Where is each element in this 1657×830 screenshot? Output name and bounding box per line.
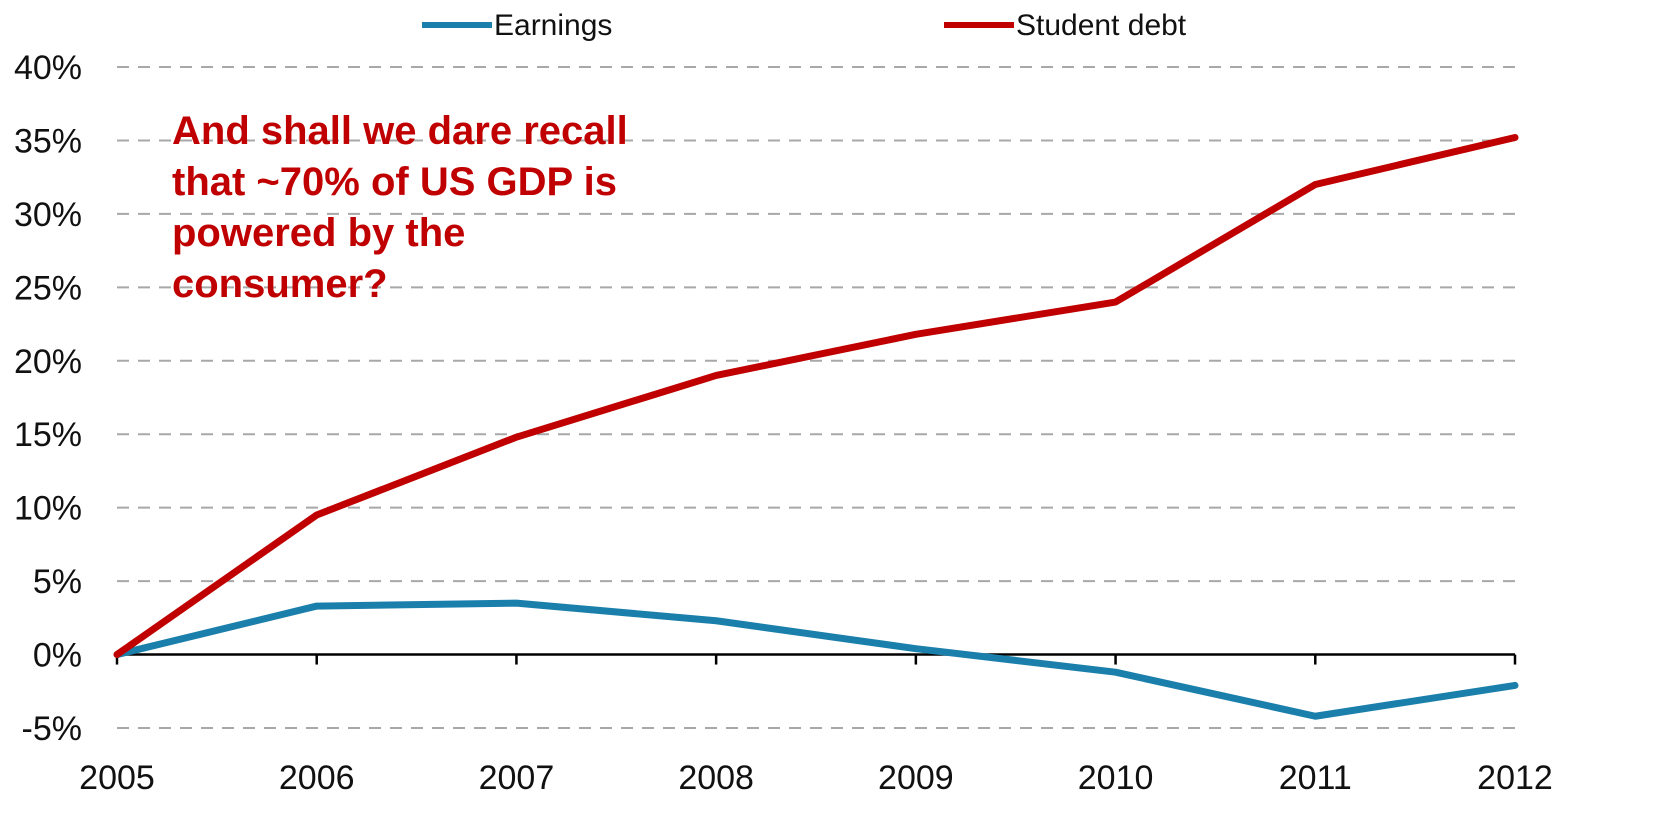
earnings-point [715,620,717,622]
x-axis: 2005 2006 2007 2008 2009 2010 2011 2012 [79,653,1553,797]
y-tick-label: 15% [14,416,82,454]
x-tick-label: 2011 [1279,759,1352,797]
y-tick-label: 5% [33,563,82,601]
student-debt-point [1314,184,1316,186]
earnings-point [515,602,517,604]
student-debt-point [316,514,318,516]
student-debt-point [715,374,717,376]
legend-label: Student debt [1016,9,1187,42]
y-tick-label: -5% [22,710,82,748]
x-tick-label: 2007 [479,759,555,797]
chart-annotation: And shall we dare recall that ~70% of US… [172,109,628,306]
earnings-point [1314,715,1316,717]
earnings-point [915,648,917,650]
student-debt-point [116,654,118,656]
x-tick-label: 2005 [79,759,155,797]
earnings-point [316,605,318,607]
y-tick-label: 25% [14,269,82,307]
earnings-point [1115,671,1117,673]
x-tick-label: 2009 [878,759,954,797]
student-debt-line [113,134,1519,659]
student-debt-point [1115,301,1117,303]
student-debt-point [1514,137,1516,139]
legend-label: Earnings [494,9,612,42]
series-lines [113,134,1519,720]
student-debt-point [515,436,517,438]
earnings-point [1514,684,1516,686]
x-tick-label: 2010 [1078,759,1154,797]
y-axis: 40% 35% 30% 25% 20% 15% 10% 5% 0% -5% [14,49,82,748]
x-tick-label: 2008 [678,759,754,797]
earnings-line [113,599,1519,720]
y-tick-label: 0% [33,637,82,675]
y-tick-label: 20% [14,343,82,381]
y-tick-label: 10% [14,490,82,528]
legend: Earnings Student debt [422,9,1187,42]
y-tick-label: 35% [14,122,82,160]
x-tick-label: 2012 [1477,759,1553,797]
y-tick-label: 40% [14,49,82,87]
y-tick-label: 30% [14,196,82,234]
gridlines [117,66,1515,729]
student-debt-point [915,333,917,335]
x-tick-label: 2006 [279,759,355,797]
